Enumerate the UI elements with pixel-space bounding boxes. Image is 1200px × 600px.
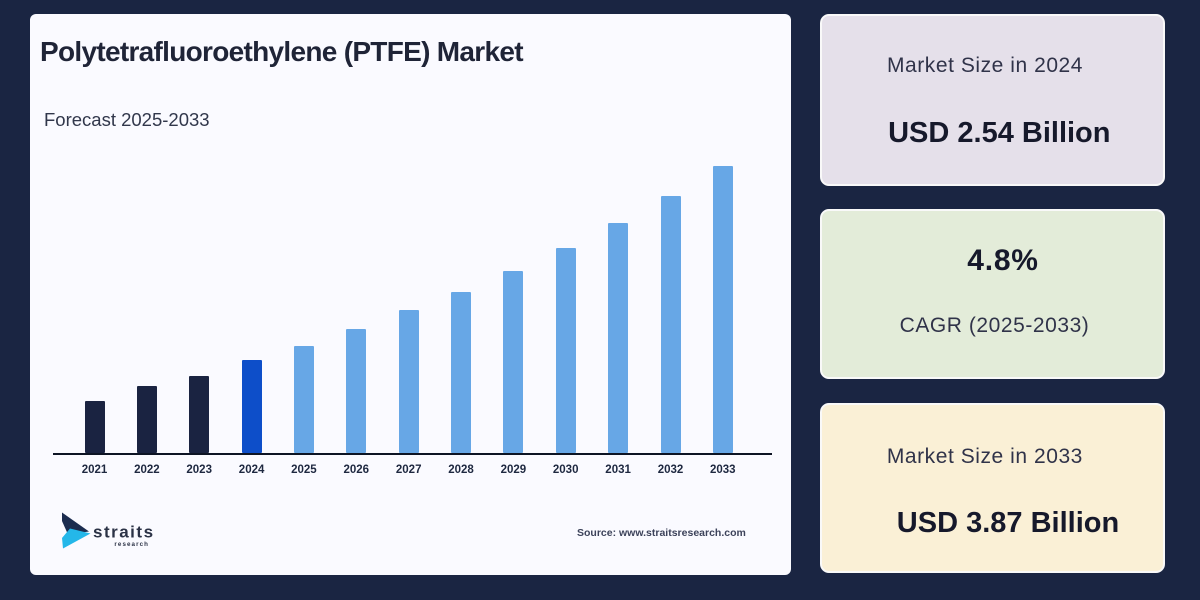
svg-text:straits: straits xyxy=(93,523,155,542)
svg-text:research: research xyxy=(114,541,149,548)
